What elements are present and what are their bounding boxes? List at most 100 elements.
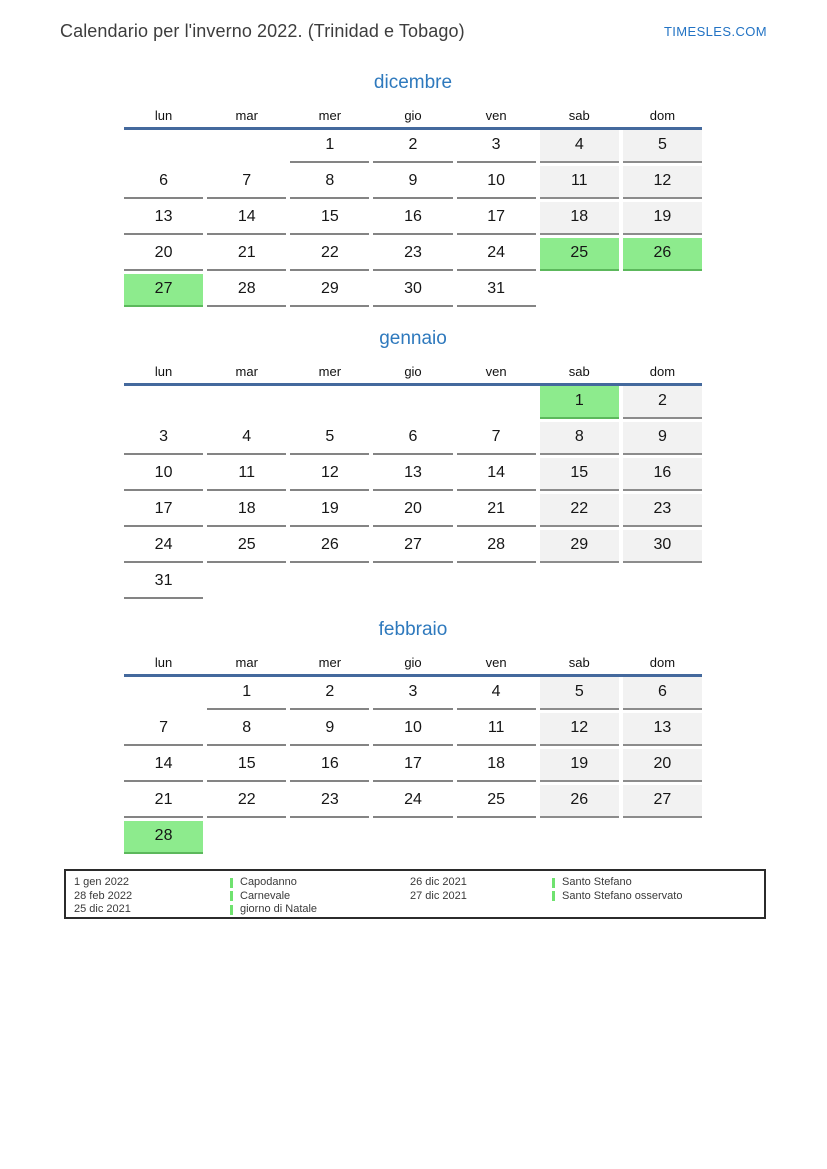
legend-holidays-column: Capodanno Carnevale giorno di Natale — [230, 876, 410, 917]
day-cell: 10 — [373, 713, 453, 746]
weekday-label: mar — [235, 364, 258, 379]
month-gennaio: gennaio lun mar mer gio ven sab dom 1 2 3 4 5 6 7 8 9 10 1… — [124, 325, 702, 599]
month-title: dicembre — [373, 72, 453, 93]
month-header-rule — [124, 127, 702, 130]
day-cell: 18 — [207, 494, 287, 527]
weekday-label: lun — [154, 655, 173, 670]
day-cell: 3 — [124, 422, 204, 455]
page-title: Calendario per l'inverno 2022. (Trinidad… — [60, 21, 465, 41]
months: dicembre lun mar mer gio ven sab dom 1 2 3 4 5 6 7 8 9 10… — [0, 69, 827, 854]
legend-date: 26 dic 2021 — [410, 876, 467, 888]
empty-cell — [373, 566, 452, 599]
weekday-label: dom — [649, 108, 676, 123]
day-cell: 20 — [124, 238, 204, 271]
day-cell: 14 — [207, 202, 287, 235]
day-cell: 16 — [290, 749, 370, 782]
week-row: 24 25 26 27 28 29 30 — [124, 530, 702, 563]
day-cell: 9 — [622, 422, 702, 455]
day-cell: 20 — [622, 749, 702, 782]
day-cell: 27 — [622, 785, 702, 818]
legend-date: 25 dic 2021 — [74, 903, 131, 915]
empty-cell — [124, 677, 203, 710]
site-link[interactable]: TIMESLES.COM — [663, 24, 767, 39]
day-cell: 6 — [124, 166, 204, 199]
day-cell: 8 — [207, 713, 287, 746]
week-row: 28 — [124, 821, 702, 854]
week-row: 13 14 15 16 17 18 19 — [124, 202, 702, 235]
empty-cell — [540, 566, 619, 599]
empty-cell — [623, 274, 702, 307]
week-row: 6 7 8 9 10 11 12 — [124, 166, 702, 199]
weekday-label: gio — [404, 364, 422, 379]
weekday-label: lun — [154, 364, 173, 379]
day-cell: 22 — [290, 238, 370, 271]
empty-cell — [540, 274, 619, 307]
legend-dates-column: 1 gen 2022 28 feb 2022 25 dic 2021 — [74, 876, 230, 917]
day-cell: 24 — [124, 530, 204, 563]
day-cell: 1 — [207, 677, 287, 710]
day-cell: 13 — [124, 202, 204, 235]
week-row: 31 — [124, 566, 702, 599]
day-cell: 2 — [290, 677, 370, 710]
empty-cell — [290, 386, 369, 419]
day-cell: 22 — [539, 494, 619, 527]
day-cell: 10 — [456, 166, 536, 199]
day-cell: 8 — [290, 166, 370, 199]
weekday-label: sab — [568, 108, 590, 123]
day-cell: 12 — [622, 166, 702, 199]
day-cell: 24 — [456, 238, 536, 271]
day-cell: 7 — [207, 166, 287, 199]
day-cell: 23 — [290, 785, 370, 818]
weekday-row: lun mar mer gio ven sab dom — [124, 105, 702, 127]
holiday-marker-icon — [552, 877, 555, 888]
day-cell: 29 — [290, 274, 370, 307]
day-cell: 13 — [373, 458, 453, 491]
day-cell: 18 — [456, 749, 536, 782]
week-row: 20 21 22 23 24 25 26 — [124, 238, 702, 271]
day-cell: 19 — [622, 202, 702, 235]
day-cell: 2 — [622, 386, 702, 419]
day-cell: 5 — [622, 130, 702, 163]
day-cell: 26 — [539, 785, 619, 818]
legend-dates-column: 26 dic 2021 27 dic 2021 — [410, 876, 552, 903]
day-cell: 24 — [373, 785, 453, 818]
day-cell: 11 — [456, 713, 536, 746]
day-cell: 11 — [539, 166, 619, 199]
day-cell: 8 — [539, 422, 619, 455]
day-cell: 16 — [622, 458, 702, 491]
day-cell: 19 — [539, 749, 619, 782]
week-row: 14 15 16 17 18 19 20 — [124, 749, 702, 782]
empty-cell — [207, 566, 286, 599]
day-cell: 10 — [124, 458, 204, 491]
day-cell: 2 — [373, 130, 453, 163]
day-cell: 23 — [373, 238, 453, 271]
legend-holiday-label: Santo Stefano — [562, 876, 632, 888]
day-cell: 11 — [207, 458, 287, 491]
empty-cell — [623, 821, 702, 854]
weekday-label: dom — [649, 364, 676, 379]
day-cell: 30 — [373, 274, 453, 307]
legend-date: 27 dic 2021 — [410, 889, 467, 902]
weekday-label: mar — [235, 108, 258, 123]
day-cell: 6 — [373, 422, 453, 455]
weekday-label: mer — [318, 364, 342, 379]
weekday-label: mar — [235, 655, 258, 670]
day-cell: 17 — [373, 749, 453, 782]
day-cell: 27 — [124, 274, 204, 307]
week-row: 17 18 19 20 21 22 23 — [124, 494, 702, 527]
empty-cell — [457, 386, 536, 419]
day-cell: 26 — [622, 238, 702, 271]
day-cell: 4 — [539, 130, 619, 163]
day-cell: 22 — [207, 785, 287, 818]
legend-holiday-label: Carnevale — [240, 889, 291, 902]
day-cell: 17 — [124, 494, 204, 527]
day-cell: 12 — [539, 713, 619, 746]
day-cell: 7 — [124, 713, 204, 746]
legend-date: 1 gen 2022 — [74, 876, 130, 888]
day-cell: 12 — [290, 458, 370, 491]
day-cell: 28 — [124, 821, 204, 854]
